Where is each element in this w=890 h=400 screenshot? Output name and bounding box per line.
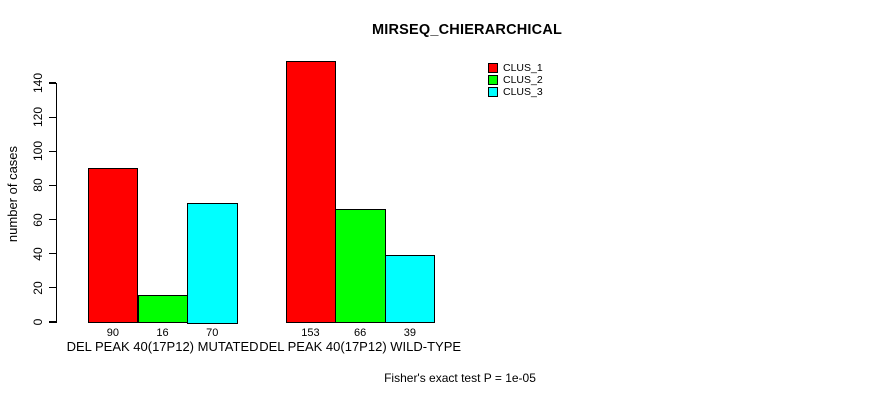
bar-value-label: 90 [106, 327, 119, 339]
y-tick-label: 60 [31, 212, 45, 227]
y-tick [49, 321, 56, 323]
y-tick [49, 287, 56, 289]
bar-value-label: 39 [403, 327, 416, 339]
y-tick-label: 140 [31, 72, 45, 94]
legend-item: CLUS_2 [488, 74, 543, 86]
y-tick-label: 40 [31, 247, 45, 261]
bar-value-label: 153 [301, 327, 320, 339]
y-tick-label: 120 [31, 107, 45, 128]
bar [88, 168, 139, 324]
y-tick-label: 80 [31, 178, 45, 193]
y-tick [49, 150, 56, 152]
legend-item: CLUS_3 [488, 86, 543, 98]
y-tick [49, 218, 56, 221]
y-tick [49, 253, 56, 255]
bar-value-label: 66 [354, 327, 367, 339]
legend-swatch [488, 63, 498, 73]
bar [187, 202, 238, 324]
legend-label: CLUS_2 [503, 74, 543, 86]
bar [285, 60, 336, 324]
legend-label: CLUS_1 [503, 62, 543, 74]
legend-item: CLUS_1 [488, 62, 543, 74]
y-axis-line [56, 83, 58, 323]
y-tick [49, 184, 56, 187]
y-tick-label: 0 [31, 318, 45, 326]
group-label: DEL PEAK 40(17P12) MUTATED [66, 339, 259, 354]
legend-label: CLUS_3 [503, 86, 543, 98]
bar [335, 209, 386, 324]
legend: CLUS_1 CLUS_2 CLUS_3 [488, 62, 543, 98]
chart-title: MIRSEQ_CHIERARCHICAL [371, 22, 563, 38]
y-tick-label: 100 [31, 141, 45, 162]
legend-swatch [488, 75, 498, 85]
legend-swatch [488, 87, 498, 97]
bar-value-label: 70 [206, 327, 219, 339]
group-label: DEL PEAK 40(17P12) WILD-TYPE [259, 339, 462, 354]
bar-value-label: 16 [156, 327, 169, 339]
bar [137, 294, 188, 324]
bar [385, 255, 436, 324]
y-tick [49, 82, 56, 84]
stat-annotation: Fisher's exact test P = 1e-05 [384, 371, 536, 385]
y-tick [49, 116, 56, 118]
y-tick-label: 20 [31, 281, 45, 295]
